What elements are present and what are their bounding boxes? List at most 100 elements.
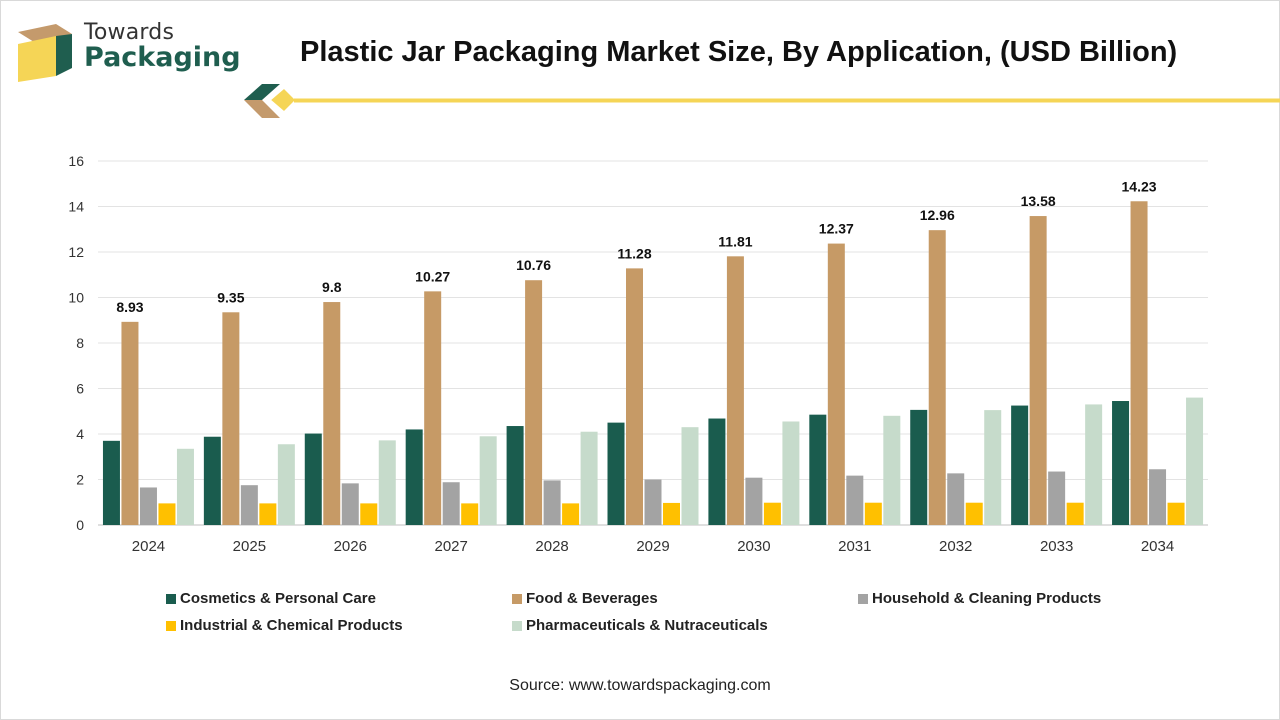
bar-pharmaceuticals-nutraceuticals-2027 (479, 436, 497, 525)
bar-pharmaceuticals-nutraceuticals-2025 (277, 444, 295, 525)
bar-cosmetics-personal-care-2028 (506, 426, 524, 525)
bar-household-cleaning-products-2031 (846, 475, 864, 525)
legend-swatch (166, 593, 176, 604)
y-tick-label: 4 (76, 426, 84, 442)
title-ornament (244, 84, 1280, 118)
bar-industrial-chemical-products-2025 (259, 503, 277, 525)
legend-item: Cosmetics & Personal Care (166, 590, 376, 607)
bar-household-cleaning-products-2030 (745, 477, 763, 525)
bar-cosmetics-personal-care-2026 (304, 433, 322, 525)
data-label: 12.96 (920, 207, 955, 223)
bar-pharmaceuticals-nutraceuticals-2024 (176, 448, 194, 525)
data-label: 10.76 (516, 257, 551, 273)
bar-industrial-chemical-products-2029 (663, 502, 680, 525)
bar-food-beverages-2034 (1130, 201, 1148, 525)
bar-household-cleaning-products-2028 (543, 480, 561, 525)
legend-item: Food & Beverages (512, 590, 658, 607)
bar-food-beverages-2027 (424, 291, 442, 525)
bar-pharmaceuticals-nutraceuticals-2029 (681, 427, 699, 525)
x-tick-label: 2025 (233, 538, 266, 555)
bar-household-cleaning-products-2027 (442, 482, 460, 525)
bar-cosmetics-personal-care-2027 (405, 429, 423, 525)
legend-label: Household & Cleaning Products (872, 590, 1102, 607)
bar-pharmaceuticals-nutraceuticals-2030 (782, 421, 800, 525)
logo-cube-icon (18, 24, 72, 82)
bar-household-cleaning-products-2024 (139, 487, 157, 525)
bar-food-beverages-2025 (222, 312, 240, 525)
x-tick-label: 2027 (434, 538, 467, 555)
y-tick-label: 8 (76, 335, 84, 351)
bar-food-beverages-2031 (827, 243, 845, 525)
bar-food-beverages-2030 (726, 256, 744, 525)
x-tick-label: 2034 (1141, 538, 1174, 555)
x-tick-label: 2032 (939, 538, 972, 555)
bar-cosmetics-personal-care-2033 (1011, 405, 1029, 525)
legend-swatch (858, 593, 868, 604)
x-tick-label: 2031 (838, 538, 871, 555)
bar-food-beverages-2024 (121, 321, 139, 525)
bar-pharmaceuticals-nutraceuticals-2034 (1186, 397, 1204, 525)
legend-swatch (512, 593, 522, 604)
bar-industrial-chemical-products-2028 (562, 503, 580, 525)
bar-cosmetics-personal-care-2029 (607, 422, 625, 525)
bar-cosmetics-personal-care-2024 (102, 440, 120, 525)
bar-household-cleaning-products-2026 (341, 483, 359, 525)
x-tick-label: 2033 (1040, 538, 1073, 555)
bar-industrial-chemical-products-2031 (864, 502, 882, 525)
bar-food-beverages-2029 (626, 268, 643, 525)
bar-household-cleaning-products-2034 (1149, 469, 1167, 525)
x-tick-label: 2024 (132, 538, 165, 555)
legend-item: Household & Cleaning Products (858, 590, 1101, 607)
y-tick-label: 16 (68, 153, 84, 169)
bar-pharmaceuticals-nutraceuticals-2031 (883, 415, 901, 525)
bar-industrial-chemical-products-2027 (461, 503, 479, 525)
bar-cosmetics-personal-care-2025 (203, 436, 221, 525)
data-label: 13.58 (1021, 193, 1056, 209)
bar-cosmetics-personal-care-2030 (708, 418, 726, 525)
bar-pharmaceuticals-nutraceuticals-2033 (1085, 404, 1103, 525)
brand-name-line1: Towards (84, 20, 175, 45)
y-tick-label: 0 (76, 517, 84, 533)
chart-title: Plastic Jar Packaging Market Size, By Ap… (300, 36, 1178, 68)
bar-food-beverages-2026 (323, 302, 341, 525)
data-label: 12.37 (819, 221, 854, 237)
bar-industrial-chemical-products-2033 (1066, 502, 1084, 525)
source-note: Source: www.towardspackaging.com (509, 677, 771, 694)
data-label: 9.35 (217, 289, 244, 305)
legend-label: Pharmaceuticals & Nutraceuticals (526, 617, 768, 634)
data-label: 14.23 (1122, 178, 1157, 194)
bar-food-beverages-2028 (525, 280, 543, 525)
bar-household-cleaning-products-2033 (1048, 471, 1066, 525)
x-tick-label: 2029 (636, 538, 669, 555)
data-label: 10.27 (415, 268, 450, 284)
legend-label: Cosmetics & Personal Care (180, 590, 376, 607)
bar-industrial-chemical-products-2032 (965, 502, 983, 525)
bar-cosmetics-personal-care-2034 (1112, 401, 1130, 525)
bar-pharmaceuticals-nutraceuticals-2028 (580, 431, 598, 525)
y-tick-label: 12 (68, 244, 84, 260)
bar-household-cleaning-products-2025 (240, 485, 258, 525)
y-tick-label: 14 (68, 199, 84, 215)
bar-chart: 0 2 4 6 8 10 12 14 16 8.93 2024 9.35 2025 9.8 2026 10.… (68, 153, 1208, 555)
legend-item: Industrial & Chemical Products (166, 617, 403, 634)
y-tick-label: 10 (68, 290, 84, 306)
brand-logo (16, 20, 236, 84)
x-tick-label: 2026 (334, 538, 367, 555)
legend-item: Pharmaceuticals & Nutraceuticals (512, 617, 768, 634)
x-tick-label: 2028 (535, 538, 568, 555)
bar-industrial-chemical-products-2024 (158, 503, 176, 525)
bar-industrial-chemical-products-2034 (1167, 502, 1185, 525)
bar-food-beverages-2033 (1029, 216, 1047, 525)
bar-cosmetics-personal-care-2031 (809, 414, 827, 525)
data-label: 11.28 (617, 245, 651, 261)
y-tick-label: 6 (76, 381, 84, 397)
chart-legend: Cosmetics & Personal Care Food & Beverage… (166, 590, 1186, 650)
data-label: 9.8 (322, 279, 342, 295)
brand-name-line2: Packaging (84, 42, 241, 73)
legend-swatch (512, 620, 522, 631)
bar-household-cleaning-products-2029 (644, 479, 662, 525)
data-label: 8.93 (116, 299, 143, 315)
y-tick-label: 2 (76, 472, 84, 488)
bar-household-cleaning-products-2032 (947, 473, 965, 525)
bar-pharmaceuticals-nutraceuticals-2026 (378, 440, 396, 525)
